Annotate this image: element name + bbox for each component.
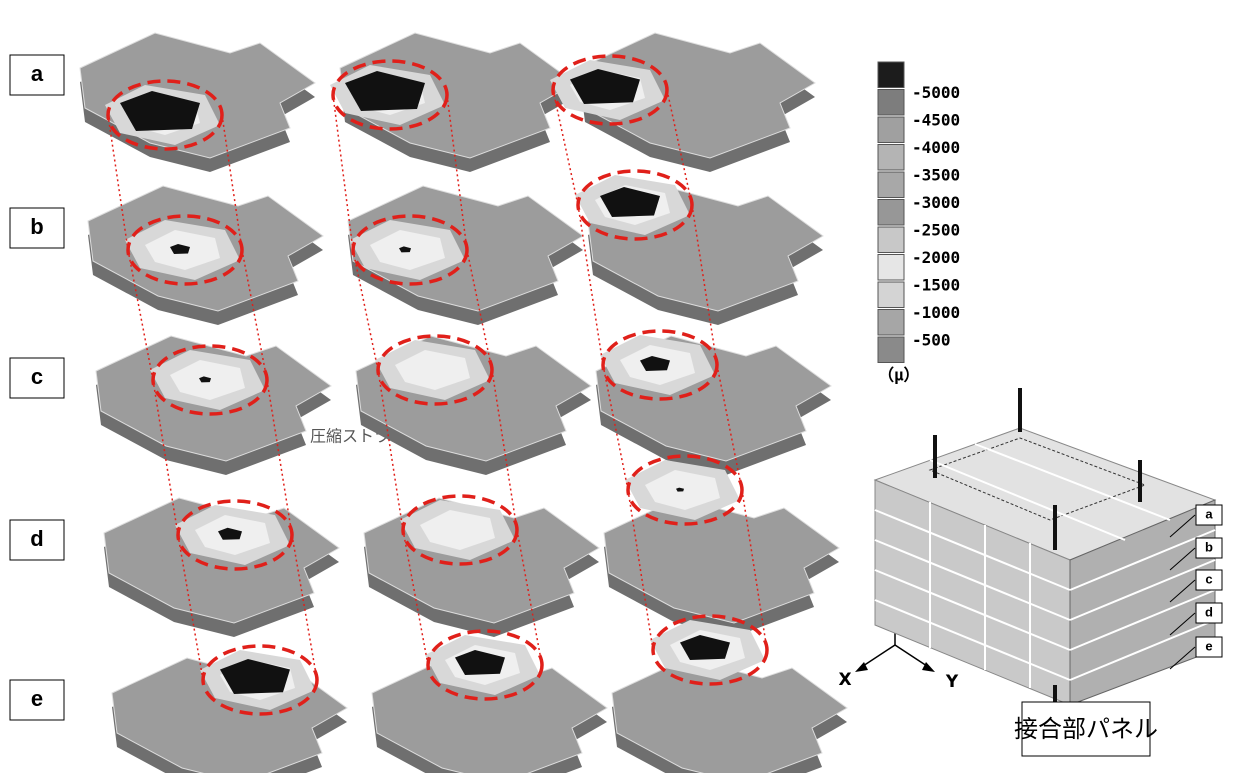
legend-swatch xyxy=(878,145,904,171)
legend-label: -5000 xyxy=(912,83,960,102)
row-label: c xyxy=(31,364,43,389)
row-label: b xyxy=(30,214,43,239)
row-label: d xyxy=(30,526,43,551)
legend-unit: （μ） xyxy=(878,366,920,385)
marker-label: c xyxy=(1205,571,1212,586)
legend-swatch xyxy=(878,282,904,308)
legend-swatch xyxy=(878,200,904,226)
legend-label: -2500 xyxy=(912,221,960,240)
legend-label: -1000 xyxy=(912,303,960,322)
legend-swatch xyxy=(878,310,904,336)
legend-swatch xyxy=(878,172,904,198)
legend-swatch xyxy=(878,117,904,143)
axis-y: Y xyxy=(945,672,959,692)
plots xyxy=(80,33,847,773)
marker-label: e xyxy=(1205,638,1212,653)
legend-label: -3000 xyxy=(912,193,960,212)
legend-swatch xyxy=(878,227,904,253)
legend-swatch xyxy=(878,337,904,363)
legend-label: -4000 xyxy=(912,138,960,157)
axis-x: X xyxy=(838,670,851,690)
figure: 圧縮ストラットを形成 Z X Y 接合部パネル （μ） abcde-50 xyxy=(0,0,1257,773)
legend-swatch xyxy=(878,62,904,88)
row-label: a xyxy=(31,61,44,86)
legend-label: -1500 xyxy=(912,276,960,295)
legend-label: -3500 xyxy=(912,166,960,185)
marker-label: d xyxy=(1205,604,1213,619)
legend-swatch xyxy=(878,255,904,281)
legend-label: -500 xyxy=(912,331,951,350)
legend-label: -2000 xyxy=(912,248,960,267)
row-label: e xyxy=(31,686,43,711)
marker-label: a xyxy=(1205,506,1213,521)
marker-label: b xyxy=(1205,539,1213,554)
legend-swatch xyxy=(878,90,904,116)
legend-label: -4500 xyxy=(912,111,960,130)
panel-block xyxy=(875,388,1215,705)
panel-caption: 接合部パネル xyxy=(1014,715,1158,743)
